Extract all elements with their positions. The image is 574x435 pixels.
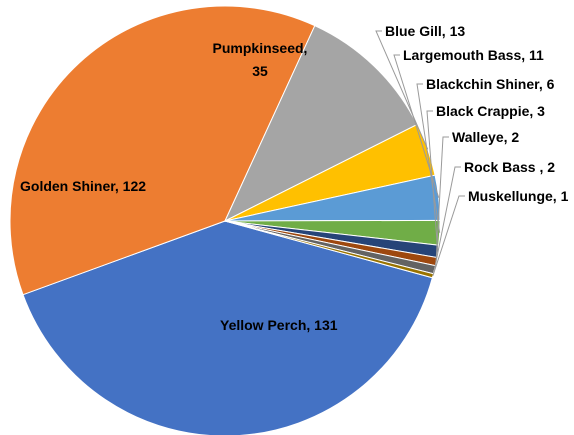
data-label-muskellunge: Muskellunge, 1 <box>468 188 569 204</box>
leader-line-muskellunge <box>432 195 465 276</box>
leader-line-black-crappie <box>426 110 439 252</box>
leader-line-blue-gill <box>375 30 429 150</box>
data-labels: Yellow Perch, 131 Golden Shiner, 122 Pum… <box>20 23 569 333</box>
data-label-pumpkinseed-line2: 35 <box>252 63 268 79</box>
data-label-rock-bass: Rock Bass , 2 <box>464 159 555 175</box>
pie-slices <box>9 5 441 435</box>
data-label-largemouth-bass: Largemouth Bass, 11 <box>403 47 544 63</box>
pie-slice-yellow-perch <box>22 220 433 435</box>
data-label-yellow-perch: Yellow Perch, 131 <box>220 317 338 333</box>
data-label-blue-gill: Blue Gill, 13 <box>385 23 465 39</box>
leader-line-walleye <box>435 136 449 262</box>
data-label-blackchin-shiner: Blackchin Shiner, 6 <box>426 76 555 92</box>
leader-line-largemouth-bass <box>393 54 440 198</box>
pie-slice-golden-shiner <box>9 5 316 296</box>
data-label-pumpkinseed-line1: Pumpkinseed, <box>213 40 308 56</box>
leader-lines <box>375 30 465 276</box>
leader-line-rock-bass <box>433 166 461 270</box>
data-label-black-crappie: Black Crappie, 3 <box>436 103 545 119</box>
data-label-walleye: Walleye, 2 <box>452 129 519 145</box>
data-label-golden-shiner: Golden Shiner, 122 <box>20 178 146 194</box>
